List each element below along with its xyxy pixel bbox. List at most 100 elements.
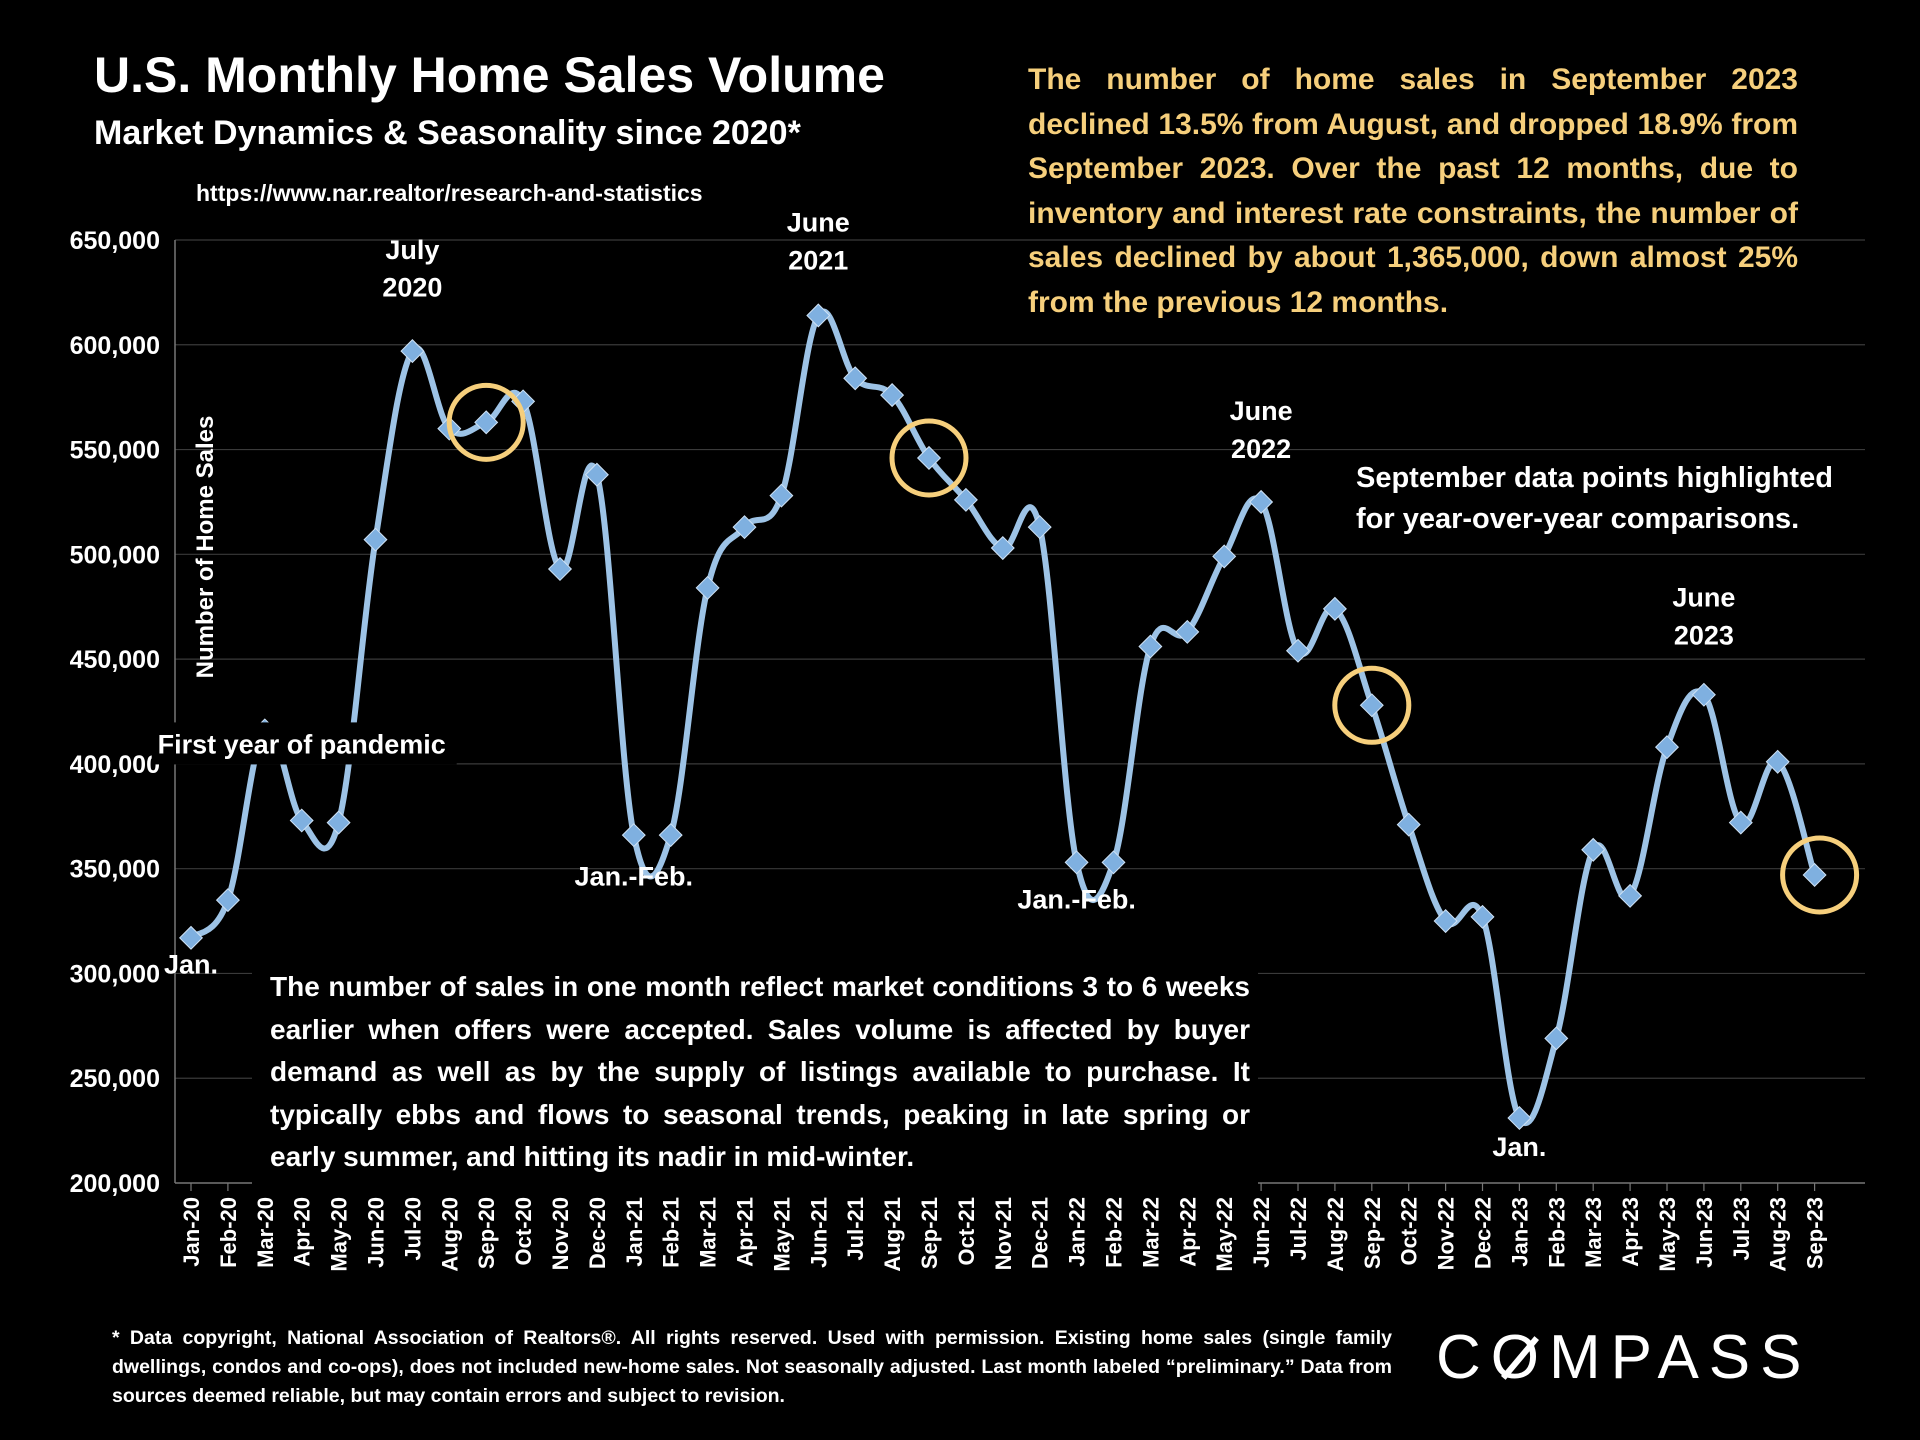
data-point	[1027, 515, 1052, 540]
y-tick-label: 350,000	[70, 856, 160, 884]
data-point	[1322, 596, 1347, 621]
x-tick-label: Jun-22	[1249, 1197, 1274, 1268]
annotation-label: June	[1230, 396, 1293, 426]
x-tick-label: Feb-23	[1544, 1197, 1569, 1268]
summary-text: The number of home sales in September 20…	[1028, 63, 1798, 319]
x-tick-label: Dec-20	[585, 1197, 610, 1269]
x-tick-label: Nov-20	[548, 1197, 573, 1270]
y-tick-label: 650,000	[70, 227, 160, 255]
x-tick-label: Sep-21	[917, 1197, 942, 1269]
data-point	[880, 383, 905, 408]
data-point	[584, 462, 609, 487]
x-tick-label: Apr-23	[1618, 1197, 1643, 1267]
annotation-label: 2023	[1674, 620, 1734, 650]
data-point	[769, 483, 794, 508]
x-tick-label: Jun-21	[806, 1197, 831, 1268]
x-tick-label: Jul-22	[1286, 1197, 1311, 1261]
data-point	[1175, 619, 1200, 644]
x-tick-label: Jun-23	[1692, 1197, 1717, 1268]
y-tick-label: 500,000	[70, 541, 160, 569]
y-tick-labels: 200,000 250,000 300,000 350,000 400,000 450,0…	[70, 227, 160, 1198]
x-tick-label: Nov-22	[1434, 1197, 1459, 1270]
data-point	[547, 556, 573, 582]
data-point	[1101, 850, 1126, 875]
x-tick-label: Aug-23	[1766, 1197, 1791, 1272]
highlight-circle	[446, 382, 526, 462]
x-tick-label: May-22	[1212, 1197, 1237, 1272]
data-point	[1285, 638, 1311, 663]
annotation-backdrop	[151, 722, 457, 765]
data-point	[1249, 489, 1274, 514]
x-tick-label: Jul-23	[1729, 1197, 1754, 1261]
data-point	[400, 339, 425, 364]
data-point	[806, 303, 831, 328]
data-point	[326, 810, 351, 835]
data-point	[916, 445, 942, 470]
annotation-label: 2022	[1231, 434, 1291, 464]
y-tick-label: 600,000	[70, 332, 160, 360]
data-point	[1064, 850, 1089, 875]
x-tick-label: Apr-20	[290, 1197, 315, 1267]
y-tick-label: 450,000	[70, 646, 160, 674]
x-tick-label: Feb-21	[659, 1197, 684, 1268]
annotation-label: July	[385, 235, 439, 265]
x-tick-label: Feb-20	[216, 1197, 241, 1268]
data-point	[1433, 909, 1458, 934]
data-point	[1728, 810, 1753, 835]
data-point	[1470, 904, 1495, 929]
annotation-label: June	[787, 208, 850, 238]
chart-annotations: Jan. July 2020 First year of pandemic Jan.-F…	[151, 208, 1735, 1162]
x-tick-label: Nov-21	[991, 1197, 1016, 1270]
data-point	[1654, 735, 1680, 760]
footnote: * Data copyright, National Association o…	[112, 1327, 1392, 1407]
x-tick-label: May-21	[769, 1197, 794, 1272]
annotation-label: Jan.	[164, 949, 218, 979]
y-axis-label: Number of Home Sales	[192, 416, 219, 679]
x-tick-label: Aug-20	[437, 1197, 462, 1272]
x-tick-label: May-20	[327, 1197, 352, 1272]
annotation-label: 2020	[382, 273, 442, 303]
data-point	[1507, 1106, 1532, 1131]
annotation-label: Jan.-Feb.	[575, 861, 694, 891]
compass-logo: COMPASS	[1436, 1323, 1812, 1392]
y-tick-label: 200,000	[70, 1170, 160, 1198]
annotation-label: Jan.-Feb.	[1017, 884, 1136, 914]
highlight-circle	[1332, 665, 1412, 745]
source-url: https://www.nar.realtor/research-and-sta…	[196, 180, 703, 206]
x-tick-label: Jun-20	[364, 1197, 389, 1268]
data-point	[953, 487, 978, 512]
x-tick-label: Jul-21	[843, 1197, 868, 1261]
data-point	[1765, 749, 1790, 774]
y-tick-label: 400,000	[70, 751, 160, 779]
highlight-circle	[889, 418, 969, 498]
annotation-label: 2021	[788, 245, 848, 275]
x-tick-label: Mar-20	[253, 1197, 278, 1268]
data-point	[1618, 883, 1643, 908]
highlight-circle	[1780, 835, 1860, 915]
x-tick-label: Aug-22	[1323, 1197, 1348, 1272]
annotation-label: First year of pandemic	[158, 729, 446, 759]
data-point	[1359, 693, 1384, 718]
x-tick-label: Sep-20	[474, 1197, 499, 1269]
x-tick-label: Apr-22	[1175, 1197, 1200, 1267]
y-tick-label: 250,000	[70, 1065, 160, 1093]
september-highlights	[446, 382, 1860, 915]
september-note: September data points highlighted for ye…	[1356, 462, 1833, 535]
x-tick-label: Oct-21	[954, 1197, 979, 1265]
data-point	[621, 823, 646, 848]
data-point	[474, 410, 499, 435]
x-tick-label: Mar-23	[1581, 1197, 1606, 1268]
data-point	[1581, 837, 1606, 862]
x-tick-label: Jul-20	[400, 1197, 425, 1261]
x-tick-label: Jan-20	[179, 1197, 204, 1267]
data-point	[658, 823, 683, 848]
data-point	[1802, 862, 1827, 887]
y-tick-label: 550,000	[70, 437, 160, 465]
explanation-note: The number of sales in one month reflect…	[252, 960, 1258, 1193]
data-point	[843, 366, 868, 391]
data-point	[178, 925, 204, 950]
x-tick-label: May-23	[1655, 1197, 1680, 1272]
data-point	[289, 808, 314, 833]
data-point	[1544, 1026, 1569, 1051]
